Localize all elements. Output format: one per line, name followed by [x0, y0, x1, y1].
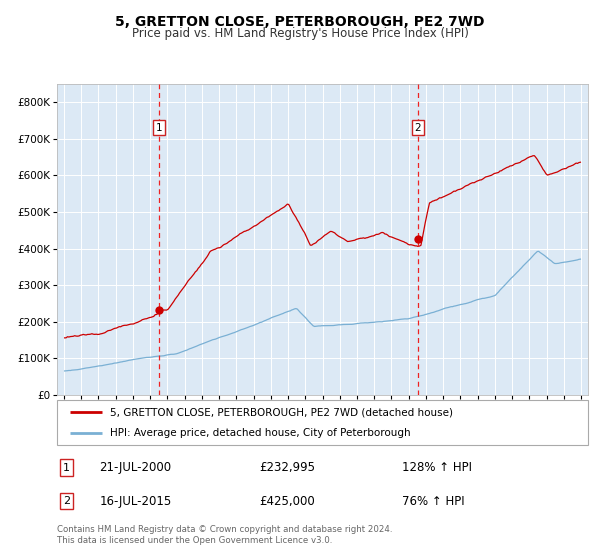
Text: 1: 1 [63, 463, 70, 473]
Text: 76% ↑ HPI: 76% ↑ HPI [402, 494, 465, 508]
Text: Price paid vs. HM Land Registry's House Price Index (HPI): Price paid vs. HM Land Registry's House … [131, 27, 469, 40]
Text: 1: 1 [156, 123, 163, 133]
Text: £425,000: £425,000 [259, 494, 314, 508]
Text: 5, GRETTON CLOSE, PETERBOROUGH, PE2 7WD: 5, GRETTON CLOSE, PETERBOROUGH, PE2 7WD [115, 15, 485, 29]
Text: Contains HM Land Registry data © Crown copyright and database right 2024.
This d: Contains HM Land Registry data © Crown c… [57, 525, 392, 545]
Text: 5, GRETTON CLOSE, PETERBOROUGH, PE2 7WD (detached house): 5, GRETTON CLOSE, PETERBOROUGH, PE2 7WD … [110, 408, 453, 418]
Text: 21-JUL-2000: 21-JUL-2000 [100, 461, 172, 474]
Text: 128% ↑ HPI: 128% ↑ HPI [402, 461, 472, 474]
Text: £232,995: £232,995 [259, 461, 315, 474]
Text: 2: 2 [415, 123, 421, 133]
Text: 16-JUL-2015: 16-JUL-2015 [100, 494, 172, 508]
Text: HPI: Average price, detached house, City of Peterborough: HPI: Average price, detached house, City… [110, 428, 411, 438]
Text: 2: 2 [63, 496, 70, 506]
